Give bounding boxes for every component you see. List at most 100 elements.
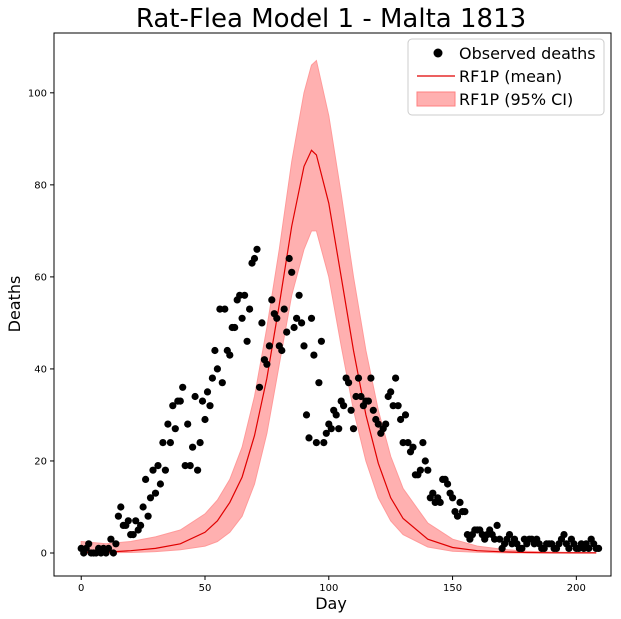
observed-point (109, 549, 117, 557)
observed-point (496, 535, 504, 543)
observed-point (327, 425, 335, 433)
observed-point (444, 480, 452, 488)
observed-point (382, 420, 390, 428)
observed-point (310, 351, 318, 359)
observed-point (302, 411, 311, 419)
y-tick-label: 80 (34, 180, 47, 191)
observed-point (159, 439, 167, 447)
plot-frame (53, 32, 612, 577)
chart-title: Rat-Flea Model 1 - Malta 1813 (136, 4, 526, 34)
observed-point (268, 296, 276, 304)
legend: Observed deaths RF1P (mean) RF1P (95% CI… (407, 38, 605, 116)
observed-point (194, 466, 202, 474)
observed-point (198, 397, 207, 405)
observed-point (280, 305, 288, 313)
observed-point (456, 498, 464, 506)
x-axis-label: Day (315, 594, 347, 613)
observed-point (142, 475, 150, 483)
observed-point (585, 544, 593, 553)
observed-point (203, 388, 212, 396)
observed-point (166, 439, 174, 447)
legend-marker-ci (416, 91, 456, 107)
observed-point (104, 544, 113, 553)
observed-point (151, 489, 160, 497)
plot-area (77, 59, 603, 557)
observed-point (401, 411, 410, 419)
observed-point (164, 420, 172, 428)
observed-point (345, 379, 353, 387)
observed-point (352, 392, 360, 401)
observed-point (307, 314, 316, 322)
observed-point (181, 462, 189, 470)
observed-point (189, 443, 197, 451)
observed-point (565, 544, 573, 553)
observed-point (436, 498, 444, 506)
y-tick-label: 40 (34, 364, 47, 375)
observed-point (409, 443, 417, 451)
observed-point (186, 462, 194, 470)
observed-point (340, 402, 348, 410)
observed-point (211, 346, 219, 355)
observed-point (394, 402, 402, 410)
y-tick-label: 20 (34, 456, 47, 467)
observed-point (246, 305, 254, 313)
observed-point (349, 425, 358, 433)
observed-point (416, 466, 424, 474)
x-tick-label: 0 (78, 583, 84, 594)
observed-point (129, 531, 137, 539)
legend-frame (407, 38, 605, 116)
observed-point (206, 402, 214, 410)
observed-point (505, 531, 514, 539)
observed-point (201, 415, 209, 424)
observed-point (397, 415, 405, 424)
observed-point (112, 540, 120, 548)
observed-point (369, 406, 377, 414)
observed-point (364, 397, 372, 405)
observed-point (335, 425, 343, 433)
observed-point (354, 374, 363, 382)
observed-point (255, 383, 264, 391)
observed-point (161, 466, 169, 474)
observed-point (283, 328, 291, 336)
x-tick-label: 100 (319, 583, 338, 594)
observed-point (154, 462, 162, 470)
observed-point (273, 314, 281, 322)
observed-point (493, 521, 501, 530)
x-tick-label: 150 (443, 583, 462, 594)
observed-point (85, 540, 93, 548)
observed-point (253, 245, 261, 253)
observed-point (298, 319, 306, 327)
observed-point (156, 480, 164, 488)
observed-point (332, 411, 340, 419)
observed-point (290, 323, 298, 332)
observed-point (144, 512, 152, 520)
observed-point (226, 351, 234, 359)
observed-point (518, 544, 526, 553)
observed-point (285, 254, 293, 263)
ci-band (80, 59, 597, 554)
observed-point (322, 429, 330, 437)
observed-point (491, 535, 499, 543)
observed-point (176, 397, 184, 405)
observed-point (250, 254, 259, 263)
observed-point (429, 489, 437, 497)
observed-point (171, 425, 179, 433)
observed-point (357, 392, 365, 401)
y-tick-label: 100 (28, 88, 47, 99)
observed-point (265, 342, 273, 350)
observed-point (461, 508, 469, 516)
observed-point (124, 517, 132, 525)
y-tick-label: 60 (34, 272, 47, 283)
observed-point (263, 360, 271, 368)
legend-marker-observed (433, 48, 443, 58)
mean-line (81, 149, 597, 554)
observed-point (241, 291, 249, 299)
observed-point (107, 535, 115, 543)
observed-point (392, 374, 400, 382)
observed-point (374, 420, 382, 428)
x-tick-label: 200 (567, 583, 586, 594)
observed-point (117, 503, 125, 511)
observed-point (139, 503, 147, 511)
observed-point (421, 457, 429, 465)
observed-point (595, 544, 603, 553)
